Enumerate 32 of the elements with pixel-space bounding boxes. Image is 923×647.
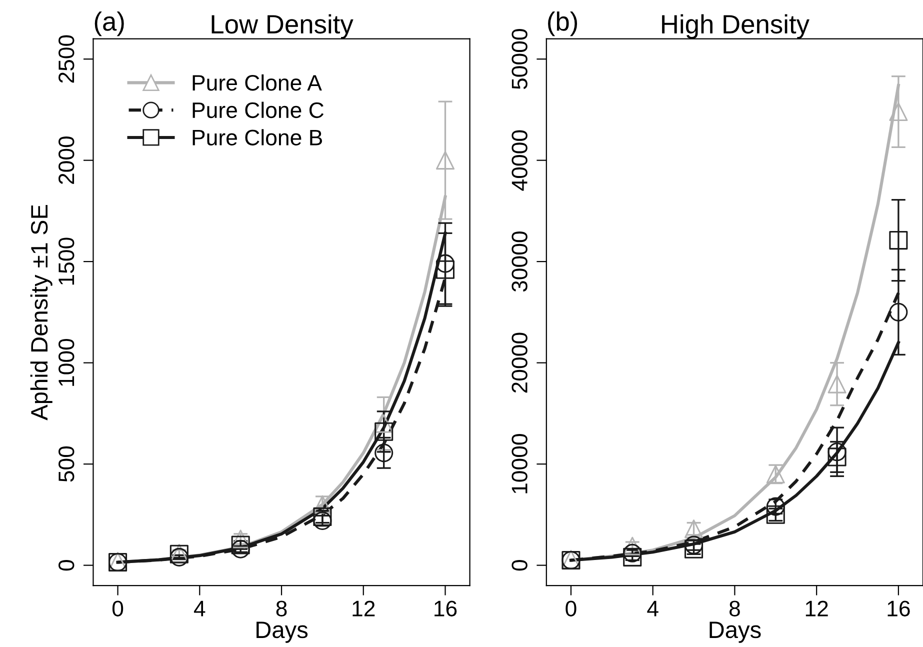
y-tick-label: 20000 [512, 332, 528, 393]
legend-label: Pure Clone B [192, 129, 322, 146]
y-tick-label: 0 [512, 560, 528, 571]
x-tick-label: 8 [276, 600, 287, 616]
y-tick-label: 10000 [512, 434, 528, 494]
legend-label: Pure Clone A [192, 74, 322, 91]
x-tick-label: 0 [566, 600, 576, 616]
x-tick-label: 8 [729, 600, 740, 616]
y-axis-title: Aphid Density ±1 SE [30, 204, 52, 420]
x-axis-title: Days [710, 622, 761, 643]
x-tick-label: 16 [434, 600, 457, 616]
x-tick-label: 16 [888, 600, 910, 616]
y-tick-label: 2500 [58, 35, 74, 83]
y-tick-label: 50000 [512, 29, 528, 90]
y-tick-label: 1500 [58, 238, 74, 285]
y-tick-label: 2000 [58, 136, 74, 184]
x-tick-label: 12 [806, 600, 828, 616]
chart-title: High Density [662, 14, 810, 39]
y-tick-label: 40000 [512, 130, 528, 191]
text: (b) [548, 11, 578, 36]
x-axis-title: Days [256, 622, 308, 643]
y-tick-label: 500 [58, 446, 74, 482]
x-tick-label: 0 [112, 600, 124, 616]
x-tick-label: 4 [194, 600, 206, 616]
text: (a) [94, 11, 124, 36]
y-tick-label: 30000 [512, 232, 528, 292]
chart-title: Low Density [212, 14, 354, 39]
x-tick-label: 12 [352, 600, 375, 616]
x-tick-label: 4 [647, 600, 658, 616]
legend-label: Pure Clone C [192, 102, 324, 118]
y-tick-label: 0 [58, 560, 74, 571]
y-tick-label: 1000 [58, 338, 74, 386]
